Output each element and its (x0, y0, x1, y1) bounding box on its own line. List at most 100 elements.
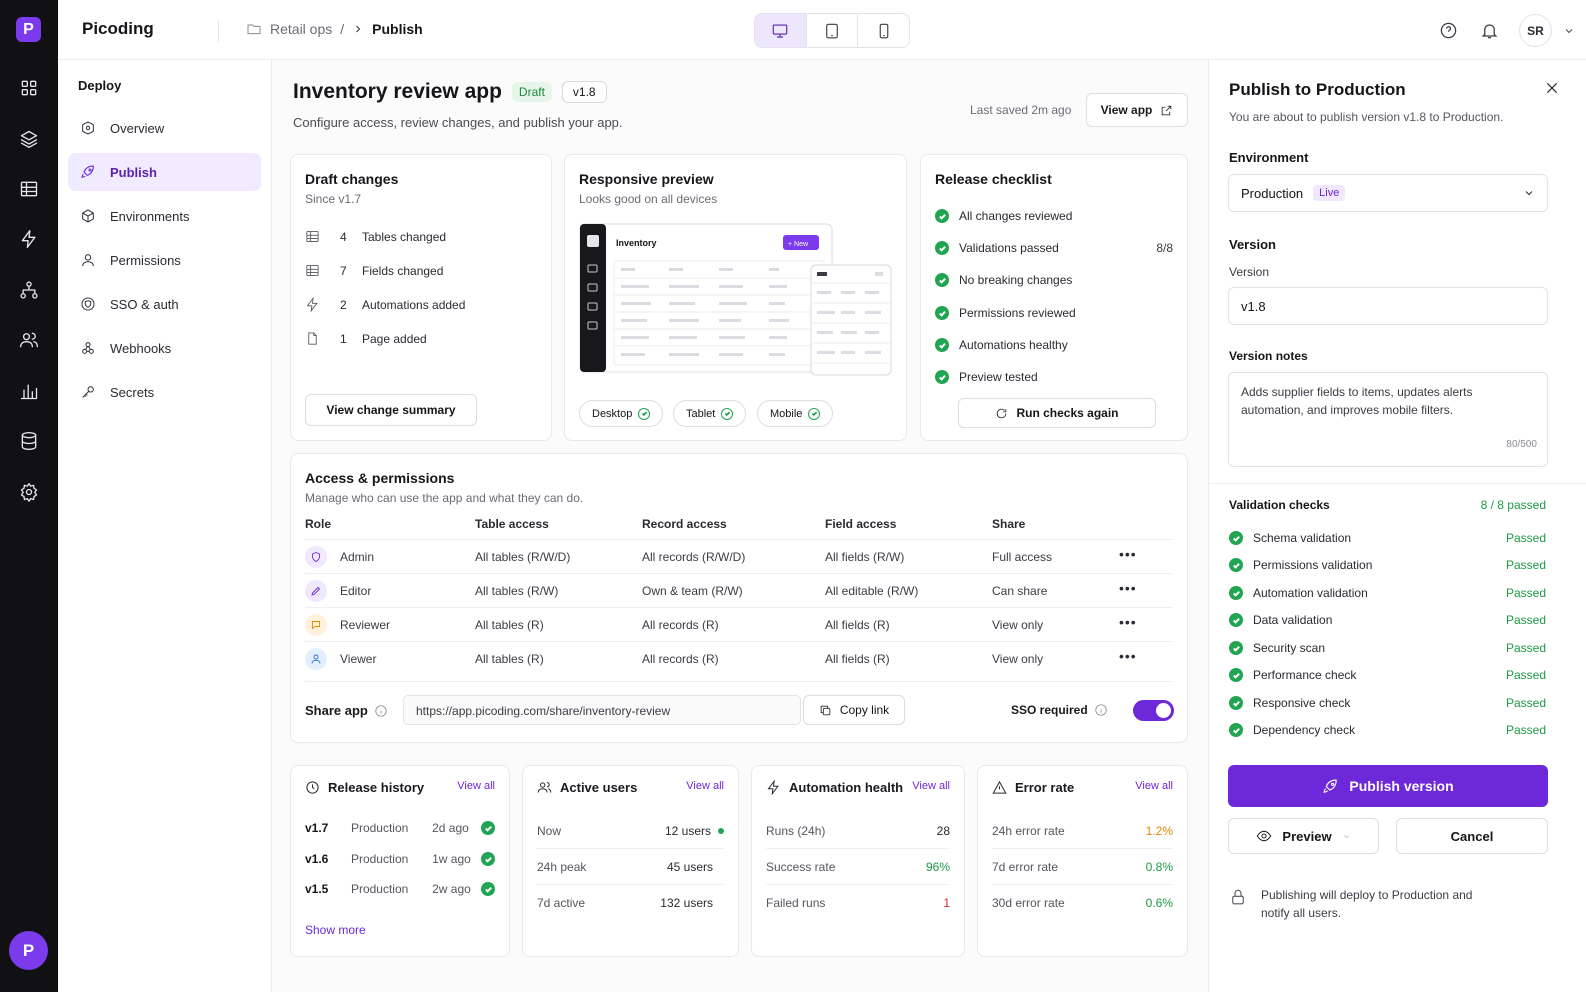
app-logo[interactable]: P (16, 17, 41, 42)
table-row[interactable]: Viewer All tables (R) All records (R) Al… (305, 641, 1173, 675)
sidebar-item-webhooks[interactable]: Webhooks (68, 329, 261, 367)
publish-version-button[interactable]: Publish version (1228, 765, 1548, 807)
col-header-record: Record access (642, 517, 727, 531)
share-url-field[interactable]: https://app.picoding.com/share/inventory… (403, 695, 801, 725)
release-row[interactable]: v1.5 Production 2w ago (305, 882, 495, 896)
checklist-item: Validations passed 8/8 (935, 241, 1173, 255)
release-time: 1w ago (432, 852, 471, 866)
bell-icon[interactable] (1478, 20, 1500, 42)
sidebar-item-sso[interactable]: SSO & auth (68, 285, 261, 323)
metric-value: 1.2% (1145, 824, 1173, 838)
grid-icon[interactable] (17, 76, 41, 100)
sidebar-item-publish[interactable]: Publish (68, 153, 261, 191)
metric-value: 45 users (666, 860, 713, 874)
bolt-icon (306, 297, 318, 312)
cancel-button[interactable]: Cancel (1396, 818, 1548, 854)
chevron-down-icon[interactable] (1552, 25, 1586, 37)
release-version: v1.6 (305, 852, 329, 866)
show-more-link[interactable]: Show more (305, 923, 366, 937)
change-count: 2 (340, 297, 347, 312)
card-header: Active users (537, 780, 637, 795)
table-row[interactable]: Editor All tables (R/W) Own & team (R/W)… (305, 573, 1173, 607)
sidebar-item-environments[interactable]: Environments (68, 197, 261, 235)
check-label: Responsive check (1253, 696, 1351, 710)
access-permissions-card: Access & permissions Manage who can use … (290, 453, 1188, 743)
users-icon (537, 782, 552, 793)
divider (992, 848, 1173, 849)
divider (305, 681, 1173, 682)
copy-link-button[interactable]: Copy link (803, 695, 905, 725)
publish-note-text: Publishing will deploy to Production and… (1261, 888, 1473, 920)
status-badge: Draft (511, 82, 552, 102)
info-icon[interactable] (374, 704, 388, 718)
breadcrumb-folder[interactable]: Retail ops (270, 21, 333, 37)
view-all-link[interactable]: View all (1135, 780, 1173, 792)
metric-value: 96% (925, 860, 950, 874)
version-section-label: Version (1229, 237, 1276, 252)
bolt-icon[interactable] (17, 227, 41, 251)
table-icon[interactable] (17, 177, 41, 201)
device-pill-tablet[interactable]: Tablet (673, 400, 747, 427)
layers-icon[interactable] (17, 127, 41, 151)
info-icon[interactable] (1094, 703, 1108, 717)
sidebar-item-permissions[interactable]: Permissions (68, 241, 261, 279)
view-all-link[interactable]: View all (686, 780, 724, 792)
card-header: Error rate (992, 780, 1074, 795)
release-row[interactable]: v1.6 Production 1w ago (305, 852, 495, 866)
card-header: Automation health (766, 780, 903, 795)
version-notes-textarea[interactable]: Adds supplier fields to items, updates a… (1228, 372, 1548, 467)
more-icon[interactable]: ••• (1119, 546, 1137, 562)
card-title: Access & permissions (305, 470, 455, 486)
table-row[interactable]: Reviewer All tables (R) All records (R) … (305, 607, 1173, 641)
lock-icon (1232, 889, 1244, 905)
preview-button[interactable]: Preview (1228, 818, 1379, 854)
change-label: Automations added (362, 297, 466, 312)
draft-changes-card: Draft changes Since v1.7 4 Tables change… (290, 154, 552, 441)
gear-icon[interactable] (17, 480, 41, 504)
check-circle-icon (721, 407, 734, 420)
validation-summary: 8 / 8 passed (1480, 498, 1546, 512)
version-input[interactable]: v1.8 (1228, 287, 1548, 325)
rocket-icon (81, 165, 94, 178)
view-app-button[interactable]: View app (1086, 93, 1188, 127)
table-row[interactable]: Admin All tables (R/W/D) All records (R/… (305, 539, 1173, 573)
comment-icon (305, 614, 327, 636)
view-all-link[interactable]: View all (457, 780, 495, 792)
mockup-new: + New (788, 241, 809, 248)
run-checks-button[interactable]: Run checks again (958, 398, 1156, 428)
record-access: All records (R/W/D) (642, 550, 746, 564)
metric-value: 12 users (664, 824, 711, 838)
device-tablet-button[interactable] (807, 14, 859, 47)
view-change-summary-button[interactable]: View change summary (305, 394, 477, 426)
device-desktop-button[interactable] (755, 14, 807, 47)
hierarchy-icon[interactable] (17, 278, 41, 302)
device-pill-desktop[interactable]: Desktop (579, 400, 664, 427)
chart-icon[interactable] (17, 379, 41, 403)
more-icon[interactable]: ••• (1119, 648, 1137, 664)
sso-toggle[interactable] (1133, 700, 1174, 721)
record-access: All records (R) (642, 652, 719, 666)
user-icon (82, 254, 94, 267)
more-icon[interactable]: ••• (1119, 614, 1137, 630)
card-title: Automation health (789, 780, 904, 795)
sidebar-item-overview[interactable]: Overview (68, 109, 261, 147)
release-row[interactable]: v1.7 Production 2d ago (305, 821, 495, 835)
database-icon[interactable] (17, 429, 41, 453)
sidebar-item-secrets[interactable]: Secrets (68, 373, 261, 411)
user-avatar[interactable]: P (9, 931, 48, 970)
more-icon[interactable]: ••• (1119, 580, 1137, 596)
account-avatar[interactable]: SR (1519, 14, 1552, 47)
page-header: Inventory review app Draft v1.8 (293, 80, 607, 104)
publish-note: Publishing will deploy to Production and… (1229, 886, 1501, 922)
close-icon[interactable] (1544, 80, 1562, 98)
brand-name: Picoding (82, 19, 154, 38)
users-icon[interactable] (17, 328, 41, 352)
view-all-link[interactable]: View all (912, 780, 950, 792)
device-pill-mobile[interactable]: Mobile (757, 400, 834, 427)
device-label: Tablet (686, 407, 716, 420)
active-users-card: Active users View all Now 12 users 24h p… (522, 765, 739, 957)
environment-select[interactable]: Production Live (1228, 174, 1548, 212)
check-status: Passed (1505, 531, 1546, 545)
help-icon[interactable] (1437, 20, 1459, 42)
device-mobile-button[interactable] (858, 14, 909, 47)
